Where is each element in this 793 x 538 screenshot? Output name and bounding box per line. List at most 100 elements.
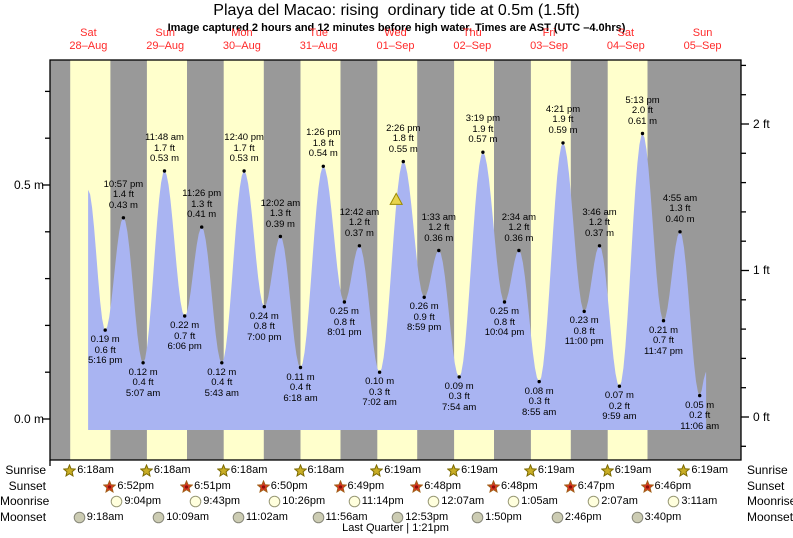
- event-time: 10:09am: [166, 510, 209, 523]
- sunset-entry: 6:52pm: [103, 479, 154, 493]
- annotation-line: 1.8 ft: [312, 137, 334, 149]
- sunrise-star-icon: [677, 464, 691, 477]
- event-time: 12:53pm: [405, 510, 449, 523]
- sunset-entry: 6:48pm: [487, 479, 538, 493]
- moonset-circle-icon: [551, 511, 564, 523]
- annotation-line: 5:07 am: [125, 387, 161, 399]
- annotation-line: 0.37 m: [344, 227, 374, 239]
- day-date: 28–Aug: [69, 40, 108, 52]
- annotation-line: 2.0 ft: [631, 105, 654, 116]
- high-tide-annotation: 12:42 am 1.2 ft 0.37 m: [339, 206, 380, 240]
- annotation-line: 0.61 m: [627, 115, 658, 127]
- low-tide-annotation: 0.11 m 0.4 ft 6:18 am: [283, 371, 317, 405]
- annotation-line: 0.37 m: [584, 227, 615, 239]
- sunset-star-icon: [180, 479, 194, 493]
- annotation-line: 7:00 pm: [247, 331, 282, 343]
- annotation-line: 11:26 pm: [182, 188, 222, 200]
- sunrise-star-icon: [447, 464, 461, 477]
- moonrise-circle-icon: [111, 495, 123, 508]
- annotation-line: 0.12 m: [207, 366, 237, 378]
- page-subtitle: Image captured 2 hours and 12 minutes be…: [167, 22, 626, 34]
- day-date: 04–Sep: [606, 40, 645, 52]
- sunrise-entry: 6:19am: [370, 464, 421, 477]
- moonset-entry: 11:56am: [312, 511, 368, 524]
- annotation-line: 0.26 m: [409, 301, 439, 313]
- y-axis-label-2ft: 2 ft: [753, 117, 770, 131]
- moonset-circle-icon: [312, 511, 324, 523]
- tide-extreme-dot: [502, 300, 507, 304]
- y-axis-label-1ft: 1 ft: [753, 263, 770, 277]
- sunrise-star-icon: [216, 464, 230, 477]
- high-tide-annotation: 4:21 pm 1.9 ft 0.59 m: [546, 104, 580, 137]
- event-time: 10:26pm: [282, 495, 326, 507]
- tide-extreme-dot: [183, 314, 187, 318]
- moonset-circle-icon: [73, 511, 86, 523]
- sunset-star-icon: [410, 479, 424, 493]
- annotation-line: 8:01 pm: [327, 327, 362, 338]
- moonset-circle-icon: [471, 511, 484, 523]
- moonset-circle-icon: [152, 511, 165, 523]
- annotation-line: 8:59 pm: [407, 322, 442, 334]
- moonrise-circle-icon: [507, 495, 520, 508]
- annotation-line: 0.8 ft: [573, 325, 595, 337]
- annotation-line: 10:04 pm: [484, 327, 525, 338]
- sunset-entry: 6:51pm: [180, 479, 231, 493]
- annotation-line: 0.7 ft: [174, 330, 196, 342]
- annotation-line: 0.08 m: [524, 385, 554, 397]
- moonrise-circle-icon: [587, 495, 600, 508]
- annotation-line: 0.59 m: [548, 124, 578, 136]
- annotation-line: 1.7 ft: [233, 142, 255, 154]
- annotation-line: 1.2 ft: [508, 222, 530, 233]
- moonset-entry: 11:02am: [232, 511, 288, 524]
- sunrise-star-icon: [293, 464, 307, 477]
- annotation-line: 12:02 am: [260, 197, 301, 209]
- high-tide-annotation: 2:26 pm 1.8 ft 0.55 m: [386, 123, 420, 156]
- annotation-line: 12:42 am: [339, 206, 380, 218]
- sunrise-star-icon: [600, 464, 614, 477]
- event-time: 9:18am: [86, 510, 124, 523]
- moonrise-entry: 10:26pm: [268, 495, 325, 508]
- day-label: Wed 01–Sep: [377, 27, 415, 53]
- moonset-entry: 12:53pm: [391, 511, 448, 524]
- annotation-line: 0.12 m: [128, 366, 158, 378]
- tide-area: [88, 133, 707, 430]
- day-date: 03–Sep: [530, 40, 569, 52]
- day-name: Fri: [542, 27, 556, 39]
- moonrise-entry: 9:43pm: [189, 495, 240, 508]
- sunrise-star-icon: [523, 464, 537, 477]
- tide-extreme-dot: [517, 248, 521, 253]
- annotation-line: 4:55 am: [662, 192, 698, 204]
- event-time: 6:18am: [153, 464, 191, 476]
- moonrise-circle-icon: [189, 495, 202, 508]
- annotation-line: 9:59 am: [602, 411, 637, 423]
- current-time-marker-icon: [389, 192, 404, 205]
- tide-extreme-dot: [242, 169, 246, 173]
- annotation-line: 0.9 ft: [413, 311, 435, 323]
- annotation-line: 1.3 ft: [191, 198, 213, 210]
- annotation-line: 1.4 ft: [112, 189, 134, 201]
- annotation-line: 2:34 am: [501, 211, 537, 223]
- y-axis-label-05m: 0.5 m: [13, 178, 44, 192]
- event-time: 9:04pm: [124, 495, 162, 507]
- y-axis-label-00m: 0.0 m: [13, 412, 44, 426]
- day-date: 31–Aug: [299, 40, 338, 52]
- event-time: 6:50pm: [270, 479, 308, 492]
- annotation-line: 0.7 ft: [652, 335, 675, 347]
- annotation-line: 5:16 pm: [88, 355, 123, 367]
- high-tide-annotation: 3:19 pm 1.9 ft 0.57 m: [466, 114, 500, 146]
- moonset-circle-icon: [232, 511, 245, 523]
- annotation-line: 0.11 m: [286, 371, 315, 383]
- moonrise-entry: 2:07am: [587, 495, 638, 508]
- event-time: 6:46pm: [654, 479, 692, 492]
- moonset-row-label-left: Moonset: [0, 510, 47, 524]
- tide-extreme-dot: [698, 393, 702, 398]
- high-tide-annotation: 1:33 am 1.2 ft 0.36 m: [422, 212, 456, 245]
- plot-border: [49, 59, 742, 461]
- tide-extreme-dot: [561, 141, 565, 145]
- annotation-line: 10:57 pm: [103, 178, 144, 190]
- annotation-line: 1.3 ft: [669, 203, 691, 215]
- y-axis-label-0ft: 0 ft: [753, 410, 770, 424]
- event-time: 6:19am: [384, 464, 421, 476]
- moonset-row-label-right: Moonset: [747, 510, 793, 524]
